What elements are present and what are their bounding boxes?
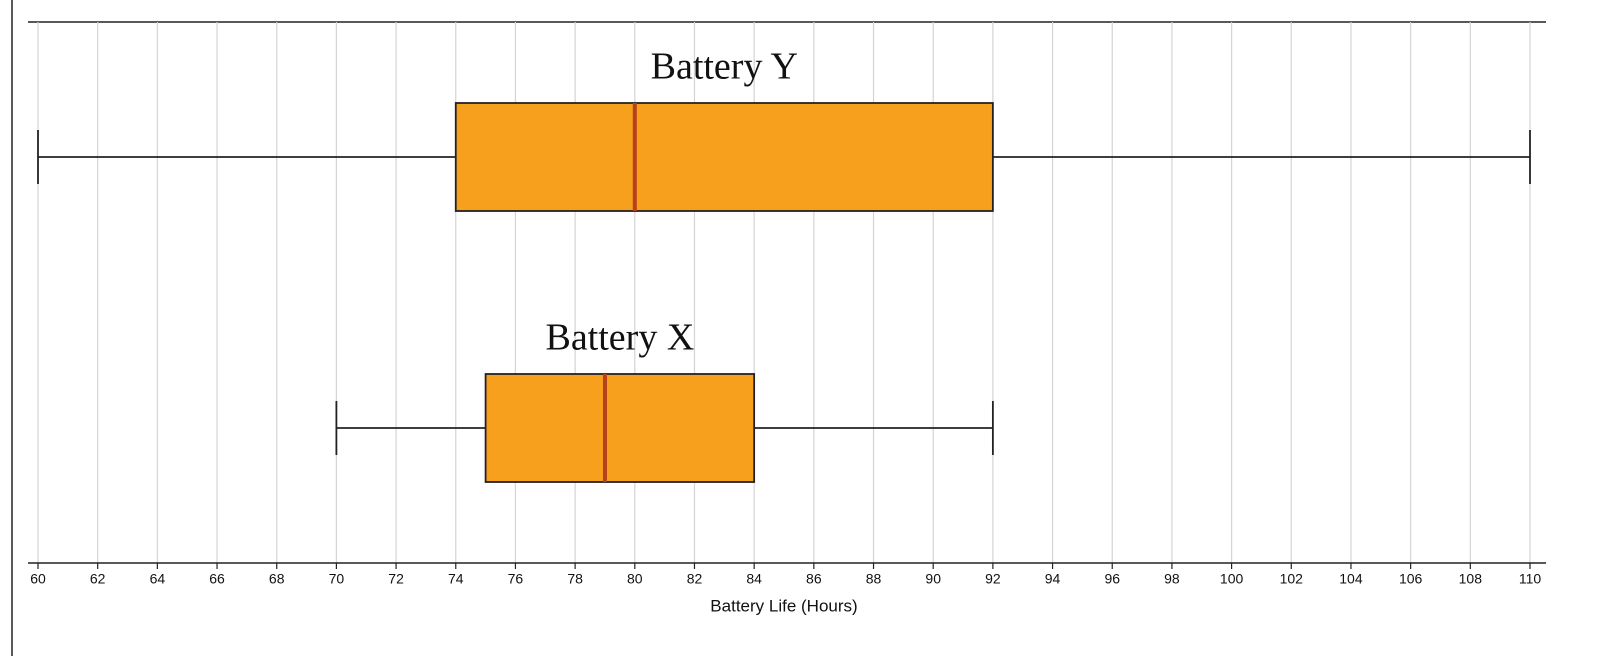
x-tick-label: 98 — [1164, 571, 1180, 587]
x-tick-label: 64 — [150, 571, 166, 587]
x-tick-label: 86 — [806, 571, 822, 587]
x-tick-label: 74 — [448, 571, 464, 587]
box-name: Battery X — [545, 317, 694, 359]
x-tick-label: 94 — [1045, 571, 1061, 587]
x-tick-label: 82 — [687, 571, 703, 587]
x-tick-label: 108 — [1459, 571, 1483, 587]
x-tick-label: 100 — [1220, 571, 1244, 587]
x-tick-label: 104 — [1339, 571, 1363, 587]
box — [484, 373, 756, 483]
x-tick-label: 70 — [329, 571, 345, 587]
x-tick-label: 68 — [269, 571, 285, 587]
box-name: Battery Y — [651, 46, 798, 88]
x-tick-label: 84 — [746, 571, 762, 587]
x-tick-label: 90 — [925, 571, 941, 587]
x-tick-label: 76 — [508, 571, 524, 587]
x-tick-label: 102 — [1280, 571, 1304, 587]
x-tick-label: 60 — [30, 571, 46, 587]
x-axis-title: Battery Life (Hours) — [710, 596, 857, 615]
x-tick-label: 72 — [388, 571, 404, 587]
boxes: Battery Y Battery X — [37, 46, 1531, 483]
box — [454, 102, 994, 212]
x-tick-label: 80 — [627, 571, 643, 587]
x-tick-label: 78 — [567, 571, 583, 587]
x-tick-label: 110 — [1519, 571, 1542, 587]
x-tick-label: 96 — [1104, 571, 1120, 587]
x-tick-label: 106 — [1399, 571, 1423, 587]
x-tick-label: 88 — [866, 571, 882, 587]
x-tick-label: 92 — [985, 571, 1001, 587]
x-tick-label: 66 — [209, 571, 225, 587]
x-tick-label: 62 — [90, 571, 106, 587]
